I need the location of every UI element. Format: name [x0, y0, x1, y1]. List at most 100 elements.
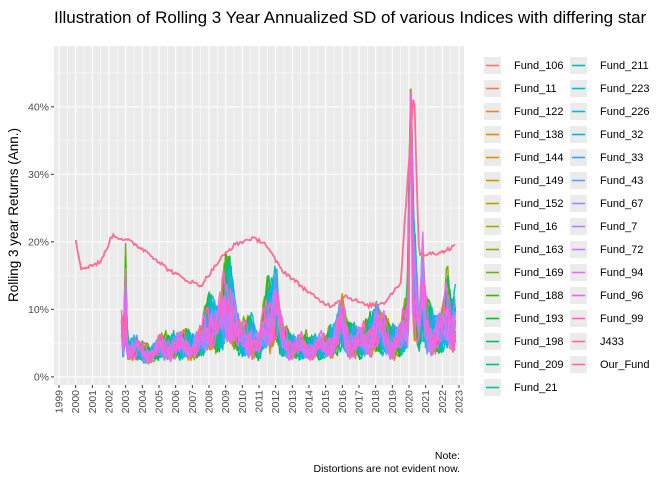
x-tick-label: 2003 [120, 390, 132, 414]
legend-item-fund_226: Fund_226 [570, 103, 650, 120]
x-tick-label: 2001 [87, 390, 99, 414]
legend-item-fund_7: Fund_7 [570, 218, 637, 235]
x-tick-label: 2011 [254, 390, 266, 413]
legend-item-fund_188: Fund_188 [484, 287, 564, 304]
x-tick-label: 2006 [170, 390, 182, 414]
legend-label: Fund_16 [514, 221, 557, 233]
y-tick-label: 30% [28, 169, 49, 181]
legend-item-fund_72: Fund_72 [570, 241, 643, 258]
legend-label: Fund_149 [514, 175, 564, 187]
x-tick-label: 2017 [354, 390, 366, 414]
legend-label: Fund_7 [600, 221, 637, 233]
legend-item-j433: J433 [570, 333, 624, 350]
legend-item-fund_43: Fund_43 [570, 172, 643, 189]
y-tick-label: 10% [28, 304, 49, 316]
x-tick-label: 2018 [370, 390, 382, 414]
legend-item-fund_67: Fund_67 [570, 195, 643, 212]
x-tick-label: 2013 [287, 390, 299, 414]
legend-label: Fund_144 [514, 152, 564, 164]
legend-item-fund_152: Fund_152 [484, 195, 564, 212]
legend-item-fund_11: Fund_11 [484, 80, 557, 97]
y-tick-label: 0% [34, 371, 49, 383]
caption-line-1: Note: [435, 450, 460, 462]
legend-item-fund_169: Fund_169 [484, 264, 564, 281]
legend-label: Fund_138 [514, 129, 564, 141]
legend-label: Our_Fund [600, 359, 650, 371]
legend-label: Fund_211 [600, 60, 649, 72]
legend-label: Fund_193 [514, 313, 564, 325]
legend-label: Fund_21 [514, 382, 557, 394]
legend: Fund_106 Fund_11 Fund_122 Fund_138 Fund_144 F… [484, 57, 650, 396]
x-tick-label: 2004 [137, 390, 149, 414]
legend-item-fund_122: Fund_122 [484, 103, 564, 120]
legend-label: Fund_198 [514, 336, 564, 348]
legend-item-fund_16: Fund_16 [484, 218, 557, 235]
x-tick-label: 2022 [437, 390, 449, 414]
legend-item-fund_163: Fund_163 [484, 241, 564, 258]
legend-label: Fund_223 [600, 83, 650, 95]
legend-label: Fund_188 [514, 290, 564, 302]
legend-label: Fund_72 [600, 244, 643, 256]
x-tick-label: 2000 [70, 390, 82, 414]
series-line-j433 [74, 99, 456, 311]
x-tick-label: 2008 [204, 390, 216, 414]
x-tick-label: 2012 [270, 390, 282, 414]
legend-item-fund_33: Fund_33 [570, 149, 643, 166]
x-tick-label: 2009 [220, 390, 232, 414]
legend-item-fund_209: Fund_209 [484, 356, 564, 373]
x-tick-label: 2015 [320, 390, 332, 414]
x-axis: 1999 2000 2001 2002 2003 2004 2005 2006 2007 2008… [54, 385, 466, 413]
x-tick-label: 2010 [237, 390, 249, 414]
legend-item-fund_94: Fund_94 [570, 264, 643, 281]
x-tick-label: 2005 [154, 390, 166, 414]
legend-item-fund_32: Fund_32 [570, 126, 643, 143]
legend-item-fund_198: Fund_198 [484, 333, 564, 350]
x-tick-label: 2002 [104, 390, 116, 414]
legend-item-fund_149: Fund_149 [484, 172, 564, 189]
legend-label: J433 [600, 336, 624, 348]
legend-item-fund_21: Fund_21 [484, 379, 557, 396]
series-line-fund_94 [123, 116, 456, 360]
series-line-fund_99 [121, 105, 457, 364]
legend-label: Fund_11 [514, 83, 557, 95]
legend-label: Fund_152 [514, 198, 564, 210]
legend-label: Fund_226 [600, 106, 650, 118]
legend-item-fund_211: Fund_211 [570, 57, 649, 74]
legend-label: Fund_43 [600, 175, 643, 187]
legend-label: Fund_67 [600, 198, 643, 210]
x-tick-label: 2019 [387, 390, 399, 414]
x-tick-label: 2007 [187, 390, 199, 414]
legend-item-fund_106: Fund_106 [484, 57, 564, 74]
x-tick-label: 2023 [454, 390, 466, 414]
legend-item-our_fund: Our_Fund [570, 356, 650, 373]
x-tick-label: 1999 [54, 390, 66, 414]
y-axis-title: Rolling 3 year Returns (Ann.) [6, 128, 21, 302]
legend-item-fund_223: Fund_223 [570, 80, 650, 97]
legend-label: Fund_94 [600, 267, 643, 279]
legend-item-fund_144: Fund_144 [484, 149, 564, 166]
legend-label: Fund_106 [514, 60, 564, 72]
legend-label: Fund_99 [600, 313, 643, 325]
legend-item-fund_193: Fund_193 [484, 310, 564, 327]
legend-label: Fund_122 [514, 106, 564, 118]
series-lines [74, 88, 457, 365]
x-tick-label: 2016 [337, 390, 349, 414]
legend-item-fund_96: Fund_96 [570, 287, 643, 304]
legend-label: Fund_169 [514, 267, 564, 279]
legend-item-fund_99: Fund_99 [570, 310, 643, 327]
chart-title: Illustration of Rolling 3 Year Annualize… [54, 8, 647, 27]
x-tick-label: 2021 [420, 390, 432, 414]
legend-label: Fund_32 [600, 129, 643, 141]
legend-label: Fund_33 [600, 152, 643, 164]
legend-label: Fund_163 [514, 244, 564, 256]
legend-item-fund_138: Fund_138 [484, 126, 564, 143]
x-tick-label: 2014 [304, 390, 316, 414]
y-tick-label: 40% [28, 101, 49, 113]
y-axis: 0% 10% 20% 30% 40% [28, 101, 54, 383]
caption-line-2: Distortions are not evident now. [314, 463, 461, 475]
legend-label: Fund_96 [600, 290, 643, 302]
x-tick-label: 2020 [404, 390, 416, 414]
y-tick-label: 20% [28, 236, 49, 248]
legend-label: Fund_209 [514, 359, 564, 371]
